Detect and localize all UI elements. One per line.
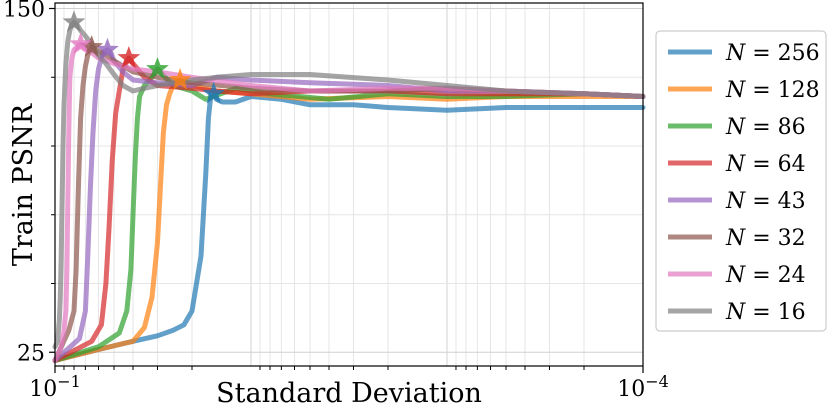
- legend-entry-label: N = 128: [725, 78, 820, 103]
- peak-star-marker: [168, 68, 192, 90]
- y-axis-label: Train PSNR: [8, 103, 39, 266]
- grid: [55, 3, 643, 366]
- legend-entry-label: N = 86: [725, 115, 806, 140]
- legend-entry-label: N = 64: [725, 152, 806, 177]
- x-axis-label: Standard Deviation: [216, 378, 482, 409]
- legend-entry-label: N = 24: [725, 263, 806, 288]
- y-tick-label: 25: [17, 341, 45, 366]
- peak-star-marker: [117, 46, 141, 68]
- peak-star-marker: [146, 57, 169, 79]
- legend-entry-label: N = 32: [725, 226, 806, 251]
- plot-frame: [54, 2, 644, 367]
- y-tick-label: 150: [3, 0, 45, 23]
- legend-entry-label: N = 16: [725, 300, 806, 325]
- legend-entry-label: N = 43: [725, 189, 806, 214]
- peak-star-marker: [62, 10, 86, 33]
- series-lines: [52, 19, 646, 363]
- peak-star-marker: [96, 37, 119, 60]
- peak-star-marker: [69, 32, 92, 54]
- peak-star-marker: [202, 81, 226, 104]
- x-tick-label: 10−1: [29, 372, 81, 402]
- legend-entry-label: N = 256: [725, 41, 820, 66]
- legend-box: [655, 30, 827, 332]
- peak-markers: [62, 10, 226, 104]
- peak-star-marker: [80, 35, 104, 57]
- legend: N = 256 N = 128 N = 86 N = 64 N = 43 N = 32 N …: [655, 30, 827, 332]
